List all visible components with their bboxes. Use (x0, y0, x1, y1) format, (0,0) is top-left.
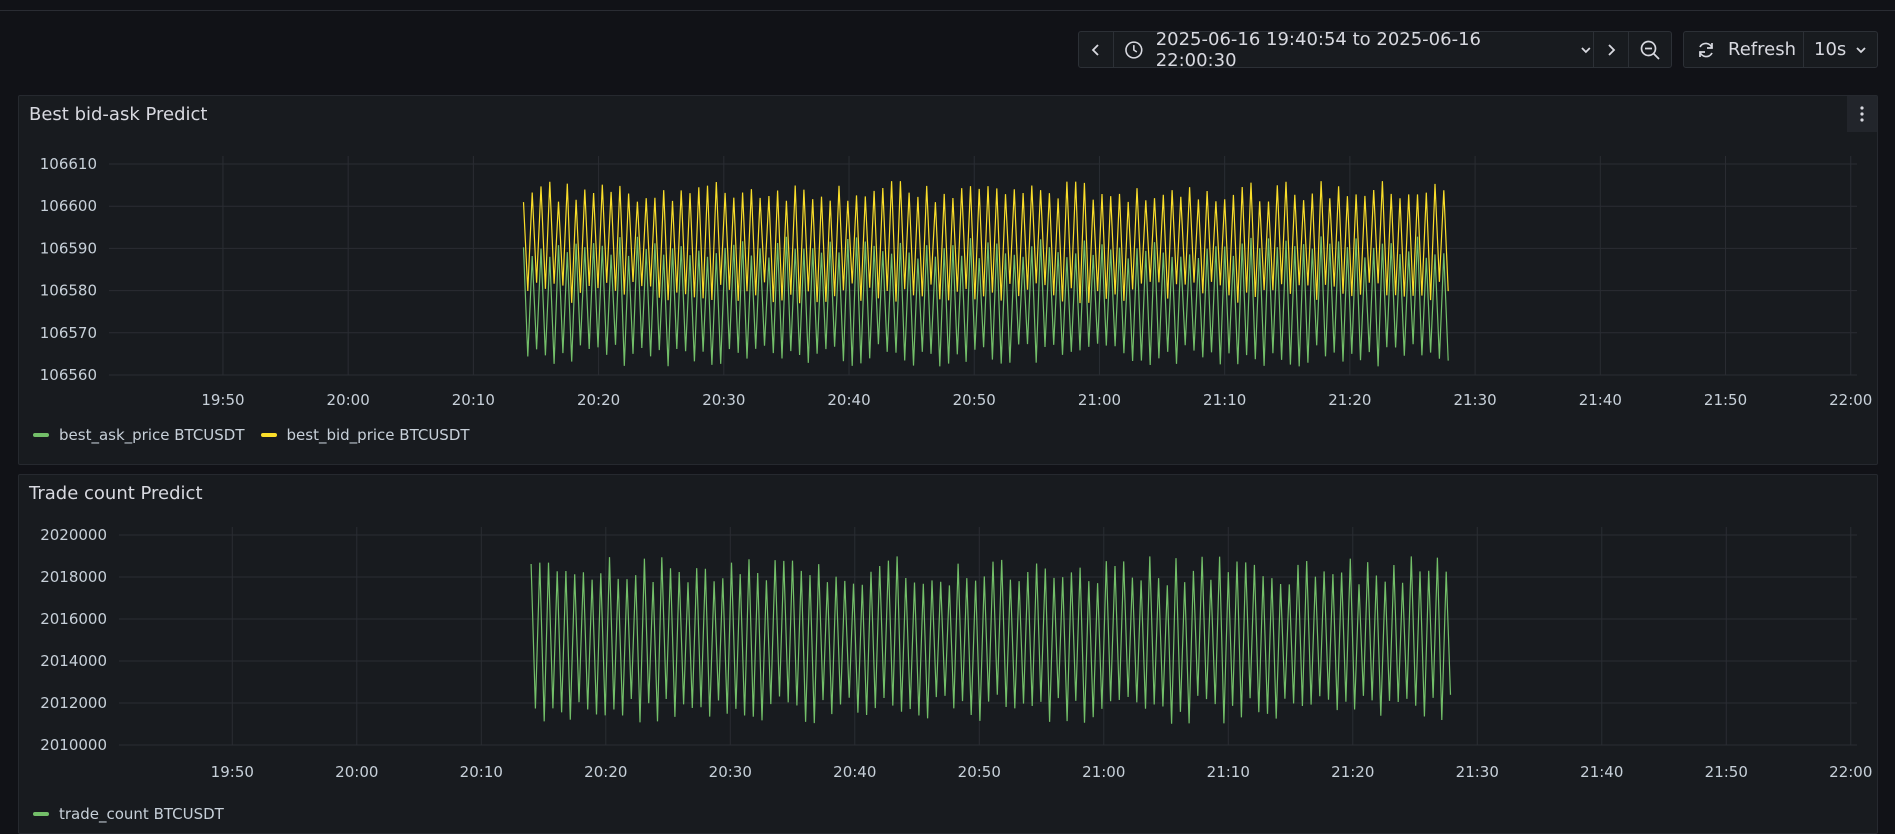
y-tick-label: 106590 (40, 239, 97, 257)
x-tick-label: 20:00 (327, 391, 370, 409)
panel-title: Best bid-ask Predict (29, 104, 208, 125)
x-tick-label: 21:50 (1705, 763, 1748, 781)
x-tick-label: 20:50 (958, 763, 1001, 781)
x-tick-label: 20:40 (827, 391, 870, 409)
legend-swatch (33, 812, 49, 816)
y-tick-label: 106580 (40, 282, 97, 300)
y-tick-label: 2018000 (40, 568, 107, 586)
legend-item-best-ask[interactable]: best_ask_price BTCUSDT (33, 426, 245, 444)
x-tick-label: 20:10 (460, 763, 503, 781)
x-tick-label: 20:30 (709, 763, 752, 781)
y-tick-label: 106610 (40, 155, 97, 173)
y-tick-label: 2016000 (40, 610, 107, 628)
y-tick-label: 2020000 (40, 526, 107, 544)
series-line-trade-count (530, 556, 1452, 724)
chevron-down-icon (1581, 46, 1591, 53)
time-shift-back-button[interactable] (1078, 31, 1114, 68)
legend-item-best-bid[interactable]: best_bid_price BTCUSDT (260, 426, 470, 444)
x-tick-label: 21:20 (1331, 763, 1374, 781)
top-divider (0, 0, 1895, 11)
kebab-menu-icon (1860, 106, 1864, 122)
x-tick-label: 21:50 (1704, 391, 1747, 409)
refresh-button[interactable]: Refresh (1683, 31, 1804, 68)
x-tick-label: 21:30 (1456, 763, 1499, 781)
panel-trade-count: Trade count Predict 2020000 2018000 201600… (18, 474, 1878, 834)
x-tick-label: 20:10 (452, 391, 495, 409)
x-tick-label: 21:10 (1203, 391, 1246, 409)
zoom-out-icon (1640, 40, 1660, 60)
series-line-best-ask-price (522, 236, 1449, 367)
series-line-best-bid-price (522, 181, 1449, 304)
legend-item-trade-count[interactable]: trade_count BTCUSDT (33, 805, 224, 823)
chevron-right-icon (1608, 43, 1616, 56)
x-tick-label: 20:20 (584, 763, 627, 781)
y-tick-label: 2014000 (40, 652, 107, 670)
x-tick-label: 19:50 (211, 763, 254, 781)
x-tick-label: 20:00 (335, 763, 378, 781)
x-tick-label: 21:40 (1580, 763, 1623, 781)
x-tick-label: 21:20 (1328, 391, 1371, 409)
refresh-interval-label: 10s (1814, 39, 1847, 60)
refresh-label: Refresh (1728, 39, 1796, 60)
x-tick-label: 21:40 (1579, 391, 1622, 409)
x-tick-label: 20:30 (702, 391, 745, 409)
x-tick-label: 21:00 (1078, 391, 1121, 409)
x-tick-label: 22:00 (1829, 763, 1872, 781)
chart-best-bid-ask[interactable]: 106610 106600 106590 106580 106570 106560 19:5… (19, 96, 1877, 426)
x-tick-label: 21:00 (1082, 763, 1125, 781)
y-tick-label: 106570 (40, 324, 97, 342)
x-tick-label: 20:20 (577, 391, 620, 409)
panel-best-bid-ask: Best bid-ask Predict 106610 106600 106590 1… (18, 95, 1878, 465)
legend-label: best_bid_price BTCUSDT (286, 426, 470, 444)
y-tick-label: 106600 (40, 197, 97, 215)
chart-trade-count[interactable]: 2020000 2018000 2016000 2014000 2012000 20100… (19, 475, 1877, 805)
y-tick-label: 2012000 (40, 694, 107, 712)
zoom-out-button[interactable] (1628, 31, 1672, 68)
panel-title: Trade count Predict (29, 483, 203, 504)
refresh-interval-picker[interactable]: 10s (1803, 31, 1878, 68)
chevron-down-icon (1856, 46, 1866, 53)
x-tick-label: 21:30 (1453, 391, 1496, 409)
x-tick-label: 19:50 (201, 391, 244, 409)
chevron-left-icon (1091, 43, 1099, 56)
refresh-icon (1699, 42, 1713, 57)
legend-label: trade_count BTCUSDT (59, 805, 224, 823)
x-tick-label: 20:50 (953, 391, 996, 409)
chart-legend: trade_count BTCUSDT (33, 805, 240, 823)
legend-swatch (33, 433, 49, 437)
chart-legend: best_ask_price BTCUSDT best_bid_price BT… (33, 426, 486, 444)
panel-menu-button[interactable] (1847, 96, 1877, 132)
clock-icon (1125, 40, 1143, 59)
y-tick-label: 2010000 (40, 736, 107, 754)
x-tick-label: 20:40 (833, 763, 876, 781)
legend-label: best_ask_price BTCUSDT (59, 426, 245, 444)
x-tick-label: 22:00 (1829, 391, 1872, 409)
y-tick-label: 106560 (40, 366, 97, 384)
time-range-picker[interactable]: 2025-06-16 19:40:54 to 2025-06-16 22:00:… (1113, 28, 1594, 71)
time-shift-forward-button[interactable] (1593, 31, 1629, 68)
x-tick-label: 21:10 (1207, 763, 1250, 781)
time-range-label: 2025-06-16 19:40:54 to 2025-06-16 22:00:… (1155, 28, 1481, 71)
legend-swatch (260, 433, 277, 437)
